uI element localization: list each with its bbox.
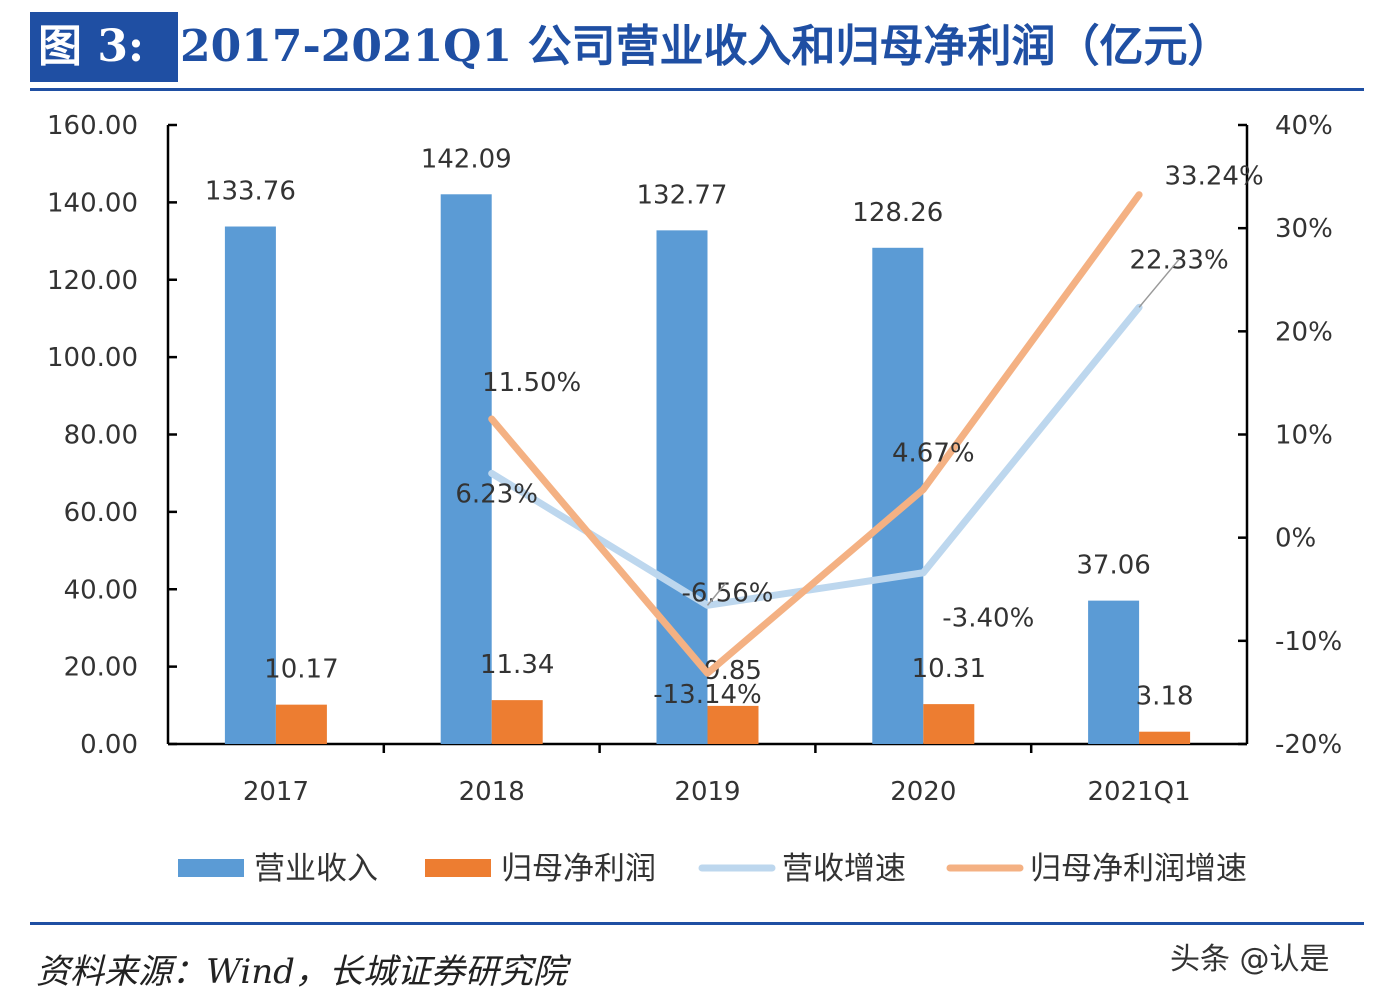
data-label-profit-growth: 4.67%	[892, 438, 975, 468]
left-axis-tick-label: 160.00	[47, 111, 138, 141]
data-label-profit-growth: -13.14%	[653, 680, 762, 710]
left-axis-tick-label: 0.00	[80, 730, 138, 760]
bar-revenue	[224, 226, 276, 745]
data-label-profit: 3.18	[1136, 682, 1194, 712]
legend-label: 营收增速	[782, 851, 906, 887]
right-axis-tick-label: 20%	[1275, 317, 1333, 347]
legend-swatch	[178, 859, 244, 877]
bar-profit	[491, 700, 543, 744]
data-label-revenue-growth: -6.56%	[682, 578, 774, 608]
x-axis-tick-label: 2018	[459, 777, 525, 807]
left-axis-tick-label: 60.00	[64, 498, 138, 528]
right-axis-tick-label: 10%	[1275, 421, 1333, 451]
right-axis-tick-label: 30%	[1275, 214, 1333, 244]
data-label-profit-growth: 33.24%	[1165, 162, 1264, 192]
source-note: 资料来源：Wind，长城证券研究院	[36, 952, 567, 992]
line-profit-growth	[488, 191, 1143, 677]
watermark: 头条 @认是	[1170, 942, 1330, 977]
data-label-revenue: 133.76	[205, 177, 296, 207]
legend-label: 营业收入	[254, 851, 378, 887]
line-revenue-growth	[488, 303, 1143, 609]
data-label-profit: 10.31	[912, 654, 986, 684]
left-axis-tick-label: 20.00	[64, 653, 138, 683]
x-axis-tick-label: 2021Q1	[1088, 777, 1191, 807]
data-label-revenue: 132.77	[637, 180, 728, 210]
left-axis-tick-label: 120.00	[47, 266, 138, 296]
chart-title: 2017-2021Q1 公司营业收入和归母净利润（亿元）	[180, 21, 1232, 72]
bar-revenue	[440, 194, 492, 744]
x-axis-tick-label: 2020	[890, 777, 956, 807]
bar-profit	[1139, 731, 1191, 744]
data-label-revenue-growth: -3.40%	[942, 604, 1034, 634]
bar-profit	[275, 704, 327, 744]
combo-chart: 0.00 20.00 40.00 60.00 80.00 100.00 120.00 140.…	[47, 111, 1342, 887]
data-label-profit-growth: 11.50%	[482, 368, 581, 398]
right-axis-tick-label: 40%	[1275, 111, 1333, 141]
legend-label: 归母净利润	[501, 851, 656, 887]
x-axis-tick-label: 2019	[674, 777, 740, 807]
right-axis-tick-label: -20%	[1275, 730, 1342, 760]
x-axis-tick-label: 2017	[243, 777, 309, 807]
title-divider	[30, 88, 1364, 91]
data-label-revenue-growth: 6.23%	[455, 479, 538, 509]
leader-line	[1138, 258, 1180, 308]
bar-profit	[923, 704, 975, 744]
left-axis-tick-label: 40.00	[64, 575, 138, 605]
data-label-revenue: 128.26	[852, 198, 943, 228]
leader-line	[706, 582, 727, 606]
legend-swatch	[425, 859, 491, 877]
data-label-profit: 10.17	[264, 655, 338, 685]
bar-revenue	[1088, 600, 1140, 744]
left-axis-tick-label: 80.00	[64, 421, 138, 451]
right-axis-tick-label: 0%	[1275, 524, 1316, 554]
data-label-revenue: 142.09	[421, 144, 512, 174]
left-axis-tick-label: 140.00	[47, 188, 138, 218]
footer-divider	[30, 922, 1364, 925]
legend-label: 归母净利润增速	[1030, 851, 1247, 887]
data-label-profit: 11.34	[480, 650, 554, 680]
left-axis-tick-label: 100.00	[47, 343, 138, 373]
right-axis-tick-label: -10%	[1275, 627, 1342, 657]
figure-number-badge: 图 3:	[30, 12, 178, 82]
data-label-revenue: 37.06	[1076, 551, 1150, 581]
bar-profit	[707, 705, 759, 744]
